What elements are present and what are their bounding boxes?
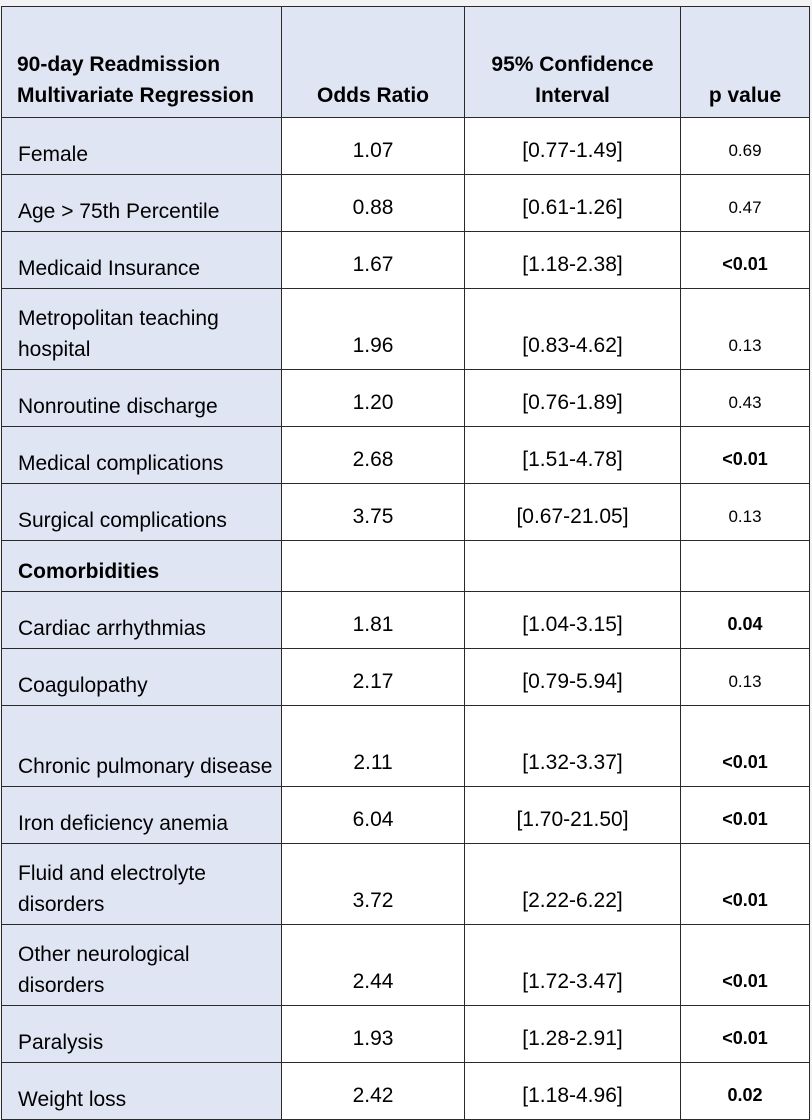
table-row: Medicaid Insurance 1.67 [1.18-2.38] <0.0… [1, 231, 810, 289]
row-label: Surgical complications [1, 483, 282, 541]
odds-ratio-cell: 3.75 [281, 483, 465, 541]
empty-cell [464, 540, 681, 592]
confidence-interval-cell: [1.70-21.50] [464, 786, 681, 844]
table-row: Chronic pulmonary disease 2.11 [1.32-3.3… [1, 705, 810, 787]
confidence-interval-cell: [1.18-4.96] [464, 1062, 681, 1120]
confidence-interval-cell: [0.67-21.05] [464, 483, 681, 541]
table-row: Nonroutine discharge 1.20 [0.76-1.89] 0.… [1, 369, 810, 427]
odds-ratio-cell: 0.88 [281, 174, 465, 232]
header-confidence-interval: 95% Confidence Interval [464, 6, 681, 118]
p-value-cell: 0.04 [680, 591, 810, 649]
odds-ratio-cell: 2.68 [281, 426, 465, 484]
odds-ratio-cell: 1.81 [281, 591, 465, 649]
row-label: Nonroutine discharge [1, 369, 282, 427]
confidence-interval-cell: [0.83-4.62] [464, 288, 681, 370]
odds-ratio-cell: 1.96 [281, 288, 465, 370]
empty-cell [281, 540, 465, 592]
odds-ratio-cell: 1.07 [281, 117, 465, 175]
table-row: Age > 75th Percentile 0.88 [0.61-1.26] 0… [1, 174, 810, 232]
confidence-interval-cell: [2.22-6.22] [464, 843, 681, 925]
p-value-cell: <0.01 [680, 231, 810, 289]
row-label: Metropolitan teaching hospital [1, 288, 282, 370]
p-value-cell: 0.47 [680, 174, 810, 232]
header-odds-ratio: Odds Ratio [281, 6, 465, 118]
p-value-cell: <0.01 [680, 705, 810, 787]
p-value-cell: <0.01 [680, 426, 810, 484]
odds-ratio-cell: 2.44 [281, 924, 465, 1006]
table-row: Weight loss 2.42 [1.18-4.96] 0.02 [1, 1062, 810, 1120]
row-label: Coagulopathy [1, 648, 282, 706]
table-row: Paralysis 1.93 [1.28-2.91] <0.01 [1, 1005, 810, 1063]
table-row: Medical complications 2.68 [1.51-4.78] <… [1, 426, 810, 484]
header-variable: 90-day Readmission Multivariate Regressi… [1, 6, 282, 118]
p-value-cell: <0.01 [680, 786, 810, 844]
row-label: Female [1, 117, 282, 175]
p-value-cell: <0.01 [680, 1005, 810, 1063]
section-label-comorbidities: Comorbidities [1, 540, 282, 592]
odds-ratio-cell: 3.72 [281, 843, 465, 925]
confidence-interval-cell: [1.72-3.47] [464, 924, 681, 1006]
row-label: Medical complications [1, 426, 282, 484]
confidence-interval-cell: [0.77-1.49] [464, 117, 681, 175]
table-row: Fluid and electrolyte disorders 3.72 [2.… [1, 843, 810, 925]
row-label: Chronic pulmonary disease [1, 705, 282, 787]
p-value-cell: 0.13 [680, 288, 810, 370]
confidence-interval-cell: [0.76-1.89] [464, 369, 681, 427]
table-row: Iron deficiency anemia 6.04 [1.70-21.50]… [1, 786, 810, 844]
p-value-cell: 0.43 [680, 369, 810, 427]
confidence-interval-cell: [1.32-3.37] [464, 705, 681, 787]
table-row: Female 1.07 [0.77-1.49] 0.69 [1, 117, 810, 175]
row-label: Weight loss [1, 1062, 282, 1120]
p-value-cell: 0.02 [680, 1062, 810, 1120]
table-row: Metropolitan teaching hospital 1.96 [0.8… [1, 288, 810, 370]
odds-ratio-cell: 6.04 [281, 786, 465, 844]
regression-table: 90-day Readmission Multivariate Regressi… [1, 6, 810, 1120]
p-value-cell: 0.13 [680, 648, 810, 706]
confidence-interval-cell: [0.61-1.26] [464, 174, 681, 232]
confidence-interval-cell: [0.79-5.94] [464, 648, 681, 706]
empty-cell [680, 540, 810, 592]
odds-ratio-cell: 2.17 [281, 648, 465, 706]
table-row: Cardiac arrhythmias 1.81 [1.04-3.15] 0.0… [1, 591, 810, 649]
row-label: Fluid and electrolyte disorders [1, 843, 282, 925]
row-label: Age > 75th Percentile [1, 174, 282, 232]
row-label: Iron deficiency anemia [1, 786, 282, 844]
row-label: Cardiac arrhythmias [1, 591, 282, 649]
p-value-cell: <0.01 [680, 924, 810, 1006]
header-p-value: p value [680, 6, 810, 118]
p-value-cell: 0.13 [680, 483, 810, 541]
table-row: Coagulopathy 2.17 [0.79-5.94] 0.13 [1, 648, 810, 706]
odds-ratio-cell: 2.42 [281, 1062, 465, 1120]
table-row: Other neurological disorders 2.44 [1.72-… [1, 924, 810, 1006]
p-value-cell: <0.01 [680, 843, 810, 925]
odds-ratio-cell: 2.11 [281, 705, 465, 787]
row-label: Other neurological disorders [1, 924, 282, 1006]
header-row: 90-day Readmission Multivariate Regressi… [1, 6, 810, 118]
row-label: Medicaid Insurance [1, 231, 282, 289]
table-row: Surgical complications 3.75 [0.67-21.05]… [1, 483, 810, 541]
odds-ratio-cell: 1.20 [281, 369, 465, 427]
confidence-interval-cell: [1.18-2.38] [464, 231, 681, 289]
confidence-interval-cell: [1.04-3.15] [464, 591, 681, 649]
p-value-cell: 0.69 [680, 117, 810, 175]
odds-ratio-cell: 1.93 [281, 1005, 465, 1063]
section-header-row: Comorbidities [1, 540, 810, 592]
odds-ratio-cell: 1.67 [281, 231, 465, 289]
row-label: Paralysis [1, 1005, 282, 1063]
confidence-interval-cell: [1.28-2.91] [464, 1005, 681, 1063]
confidence-interval-cell: [1.51-4.78] [464, 426, 681, 484]
